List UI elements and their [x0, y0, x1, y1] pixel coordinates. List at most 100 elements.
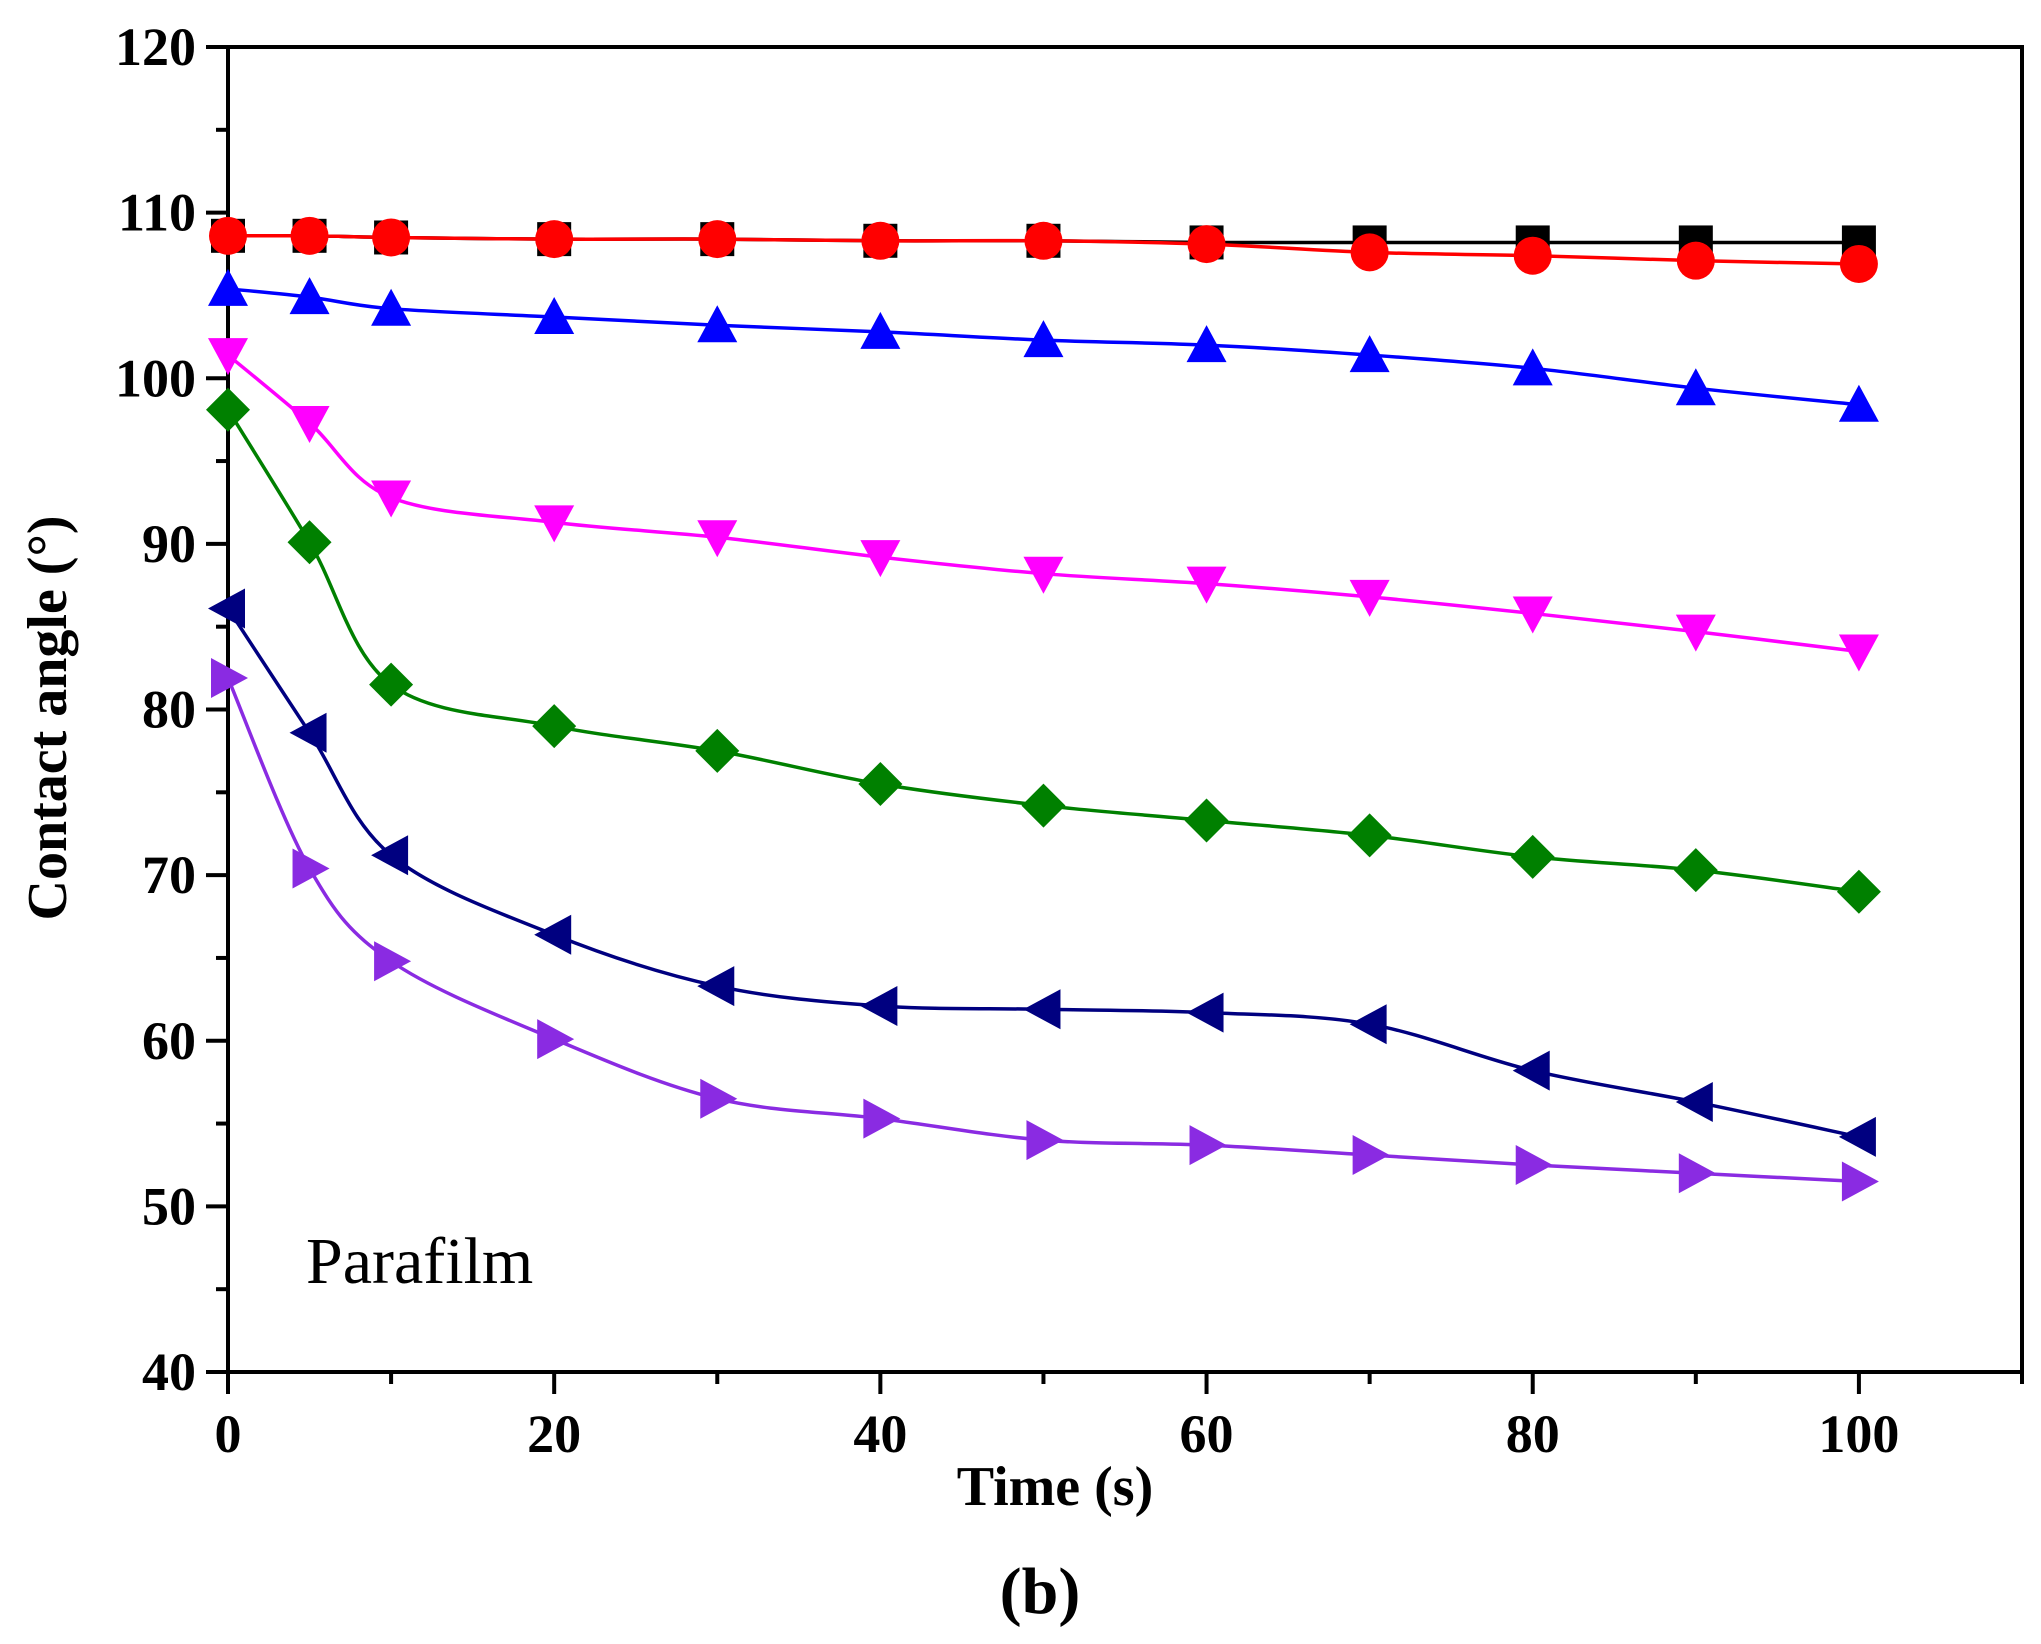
y-tick-label: 100 [115, 348, 196, 408]
circle-marker [1676, 241, 1715, 280]
x-axis-title: Time (s) [957, 1456, 1154, 1518]
triangle-down-marker [208, 338, 248, 376]
triangle-left-marker [1675, 1082, 1713, 1123]
series-triangle-down [208, 338, 1879, 672]
triangle-up-marker [697, 305, 738, 343]
circle-marker [1350, 233, 1389, 272]
triangle-up-marker [1023, 320, 1064, 358]
diamond-marker [695, 728, 740, 773]
y-tick-label: 50 [142, 1176, 196, 1236]
triangle-left-marker [371, 835, 409, 876]
y-tick-label: 80 [142, 680, 196, 740]
triangle-down-marker [289, 405, 330, 443]
circle-marker [861, 221, 900, 260]
x-tick-label: 0 [215, 1404, 242, 1464]
circle-marker [1513, 236, 1552, 275]
triangle-up-marker [1675, 368, 1716, 406]
series-layer [206, 216, 1881, 1202]
y-tick-label: 110 [118, 183, 196, 243]
triangle-left-marker [1838, 1116, 1876, 1157]
series-triangle-up [208, 268, 1879, 422]
triangle-left-marker [208, 588, 245, 629]
triangle-left-marker [1349, 1004, 1387, 1045]
triangle-right-marker [1352, 1135, 1390, 1176]
triangle-down-marker [1675, 614, 1716, 652]
triangle-down-marker [860, 540, 901, 578]
y-tick-label: 70 [142, 845, 196, 905]
diamond-marker [1673, 848, 1718, 893]
circle-marker [372, 218, 411, 257]
y-axis-title: Contact angle (°) [17, 516, 79, 921]
triangle-right-marker [1189, 1125, 1227, 1166]
triangle-right-marker [374, 941, 412, 982]
circle-marker [290, 216, 329, 255]
triangle-down-marker [1349, 579, 1390, 617]
series-circle [209, 216, 1878, 283]
triangle-down-marker [1186, 566, 1227, 604]
series-line [226, 677, 1859, 1184]
triangle-up-marker [208, 268, 248, 306]
diamond-marker [1184, 798, 1229, 843]
y-tick-label: 90 [142, 514, 196, 574]
diamond-marker [369, 662, 414, 707]
triangle-down-marker [697, 520, 738, 558]
triangle-right-marker [1841, 1161, 1879, 1202]
triangle-right-marker [1515, 1144, 1553, 1185]
triangle-left-marker [1512, 1050, 1550, 1091]
triangle-down-marker [1512, 596, 1553, 634]
triangle-right-marker [537, 1019, 575, 1060]
y-tick-label: 120 [115, 17, 196, 77]
x-tick-label: 20 [527, 1404, 581, 1464]
diamond-marker [287, 520, 332, 565]
diamond-marker [1510, 834, 1555, 879]
diamond-marker [858, 762, 903, 807]
triangle-up-marker [1186, 325, 1227, 363]
triangle-left-marker [697, 966, 735, 1007]
series-line [227, 287, 1860, 407]
circle-marker [1187, 225, 1226, 264]
plot-frame [226, 45, 2024, 1374]
diamond-marker [1347, 813, 1392, 858]
triangle-down-marker [534, 505, 575, 543]
triangle-up-marker [1349, 335, 1390, 373]
diamond-marker [1021, 783, 1066, 828]
triangle-up-marker [371, 288, 412, 326]
series-triangle-left [208, 588, 1876, 1157]
triangle-right-marker [1026, 1120, 1064, 1161]
circle-marker [698, 220, 737, 259]
triangle-right-marker [292, 848, 330, 889]
circle-marker [535, 220, 574, 259]
triangle-right-marker [700, 1078, 738, 1119]
triangle-left-marker [860, 985, 898, 1026]
triangle-left-marker [1023, 989, 1061, 1030]
triangle-up-marker [534, 296, 575, 334]
y-tick-label: 60 [142, 1011, 196, 1071]
triangle-down-marker [371, 480, 412, 518]
triangle-right-marker [863, 1098, 901, 1139]
series-triangle-right [211, 658, 1879, 1202]
triangle-left-marker [1186, 992, 1224, 1033]
axes [226, 45, 2024, 1374]
triangle-up-marker [860, 311, 901, 349]
triangle-up-marker [289, 277, 330, 315]
triangle-left-marker [289, 712, 327, 753]
triangle-down-marker [1838, 634, 1879, 672]
panel-label: (b) [1000, 1555, 1081, 1628]
triangle-up-marker [1512, 348, 1553, 386]
x-tick-label: 100 [1818, 1404, 1899, 1464]
circle-marker [1024, 221, 1063, 260]
y-tick-label: 40 [142, 1342, 196, 1402]
x-tick-label: 60 [1180, 1404, 1234, 1464]
x-axis-ticks: 0 20 40 60 80 100 [215, 1372, 2024, 1464]
triangle-right-marker [1678, 1153, 1716, 1194]
x-tick-label: 40 [853, 1404, 907, 1464]
x-tick-label: 80 [1506, 1404, 1560, 1464]
triangle-right-marker [211, 658, 248, 699]
diamond-marker [532, 704, 577, 749]
diamond-marker [1836, 869, 1881, 914]
parafilm-annotation: Parafilm [306, 1225, 533, 1298]
series-diamond [206, 387, 1881, 914]
triangle-left-marker [534, 914, 572, 955]
triangle-up-marker [1838, 384, 1879, 422]
